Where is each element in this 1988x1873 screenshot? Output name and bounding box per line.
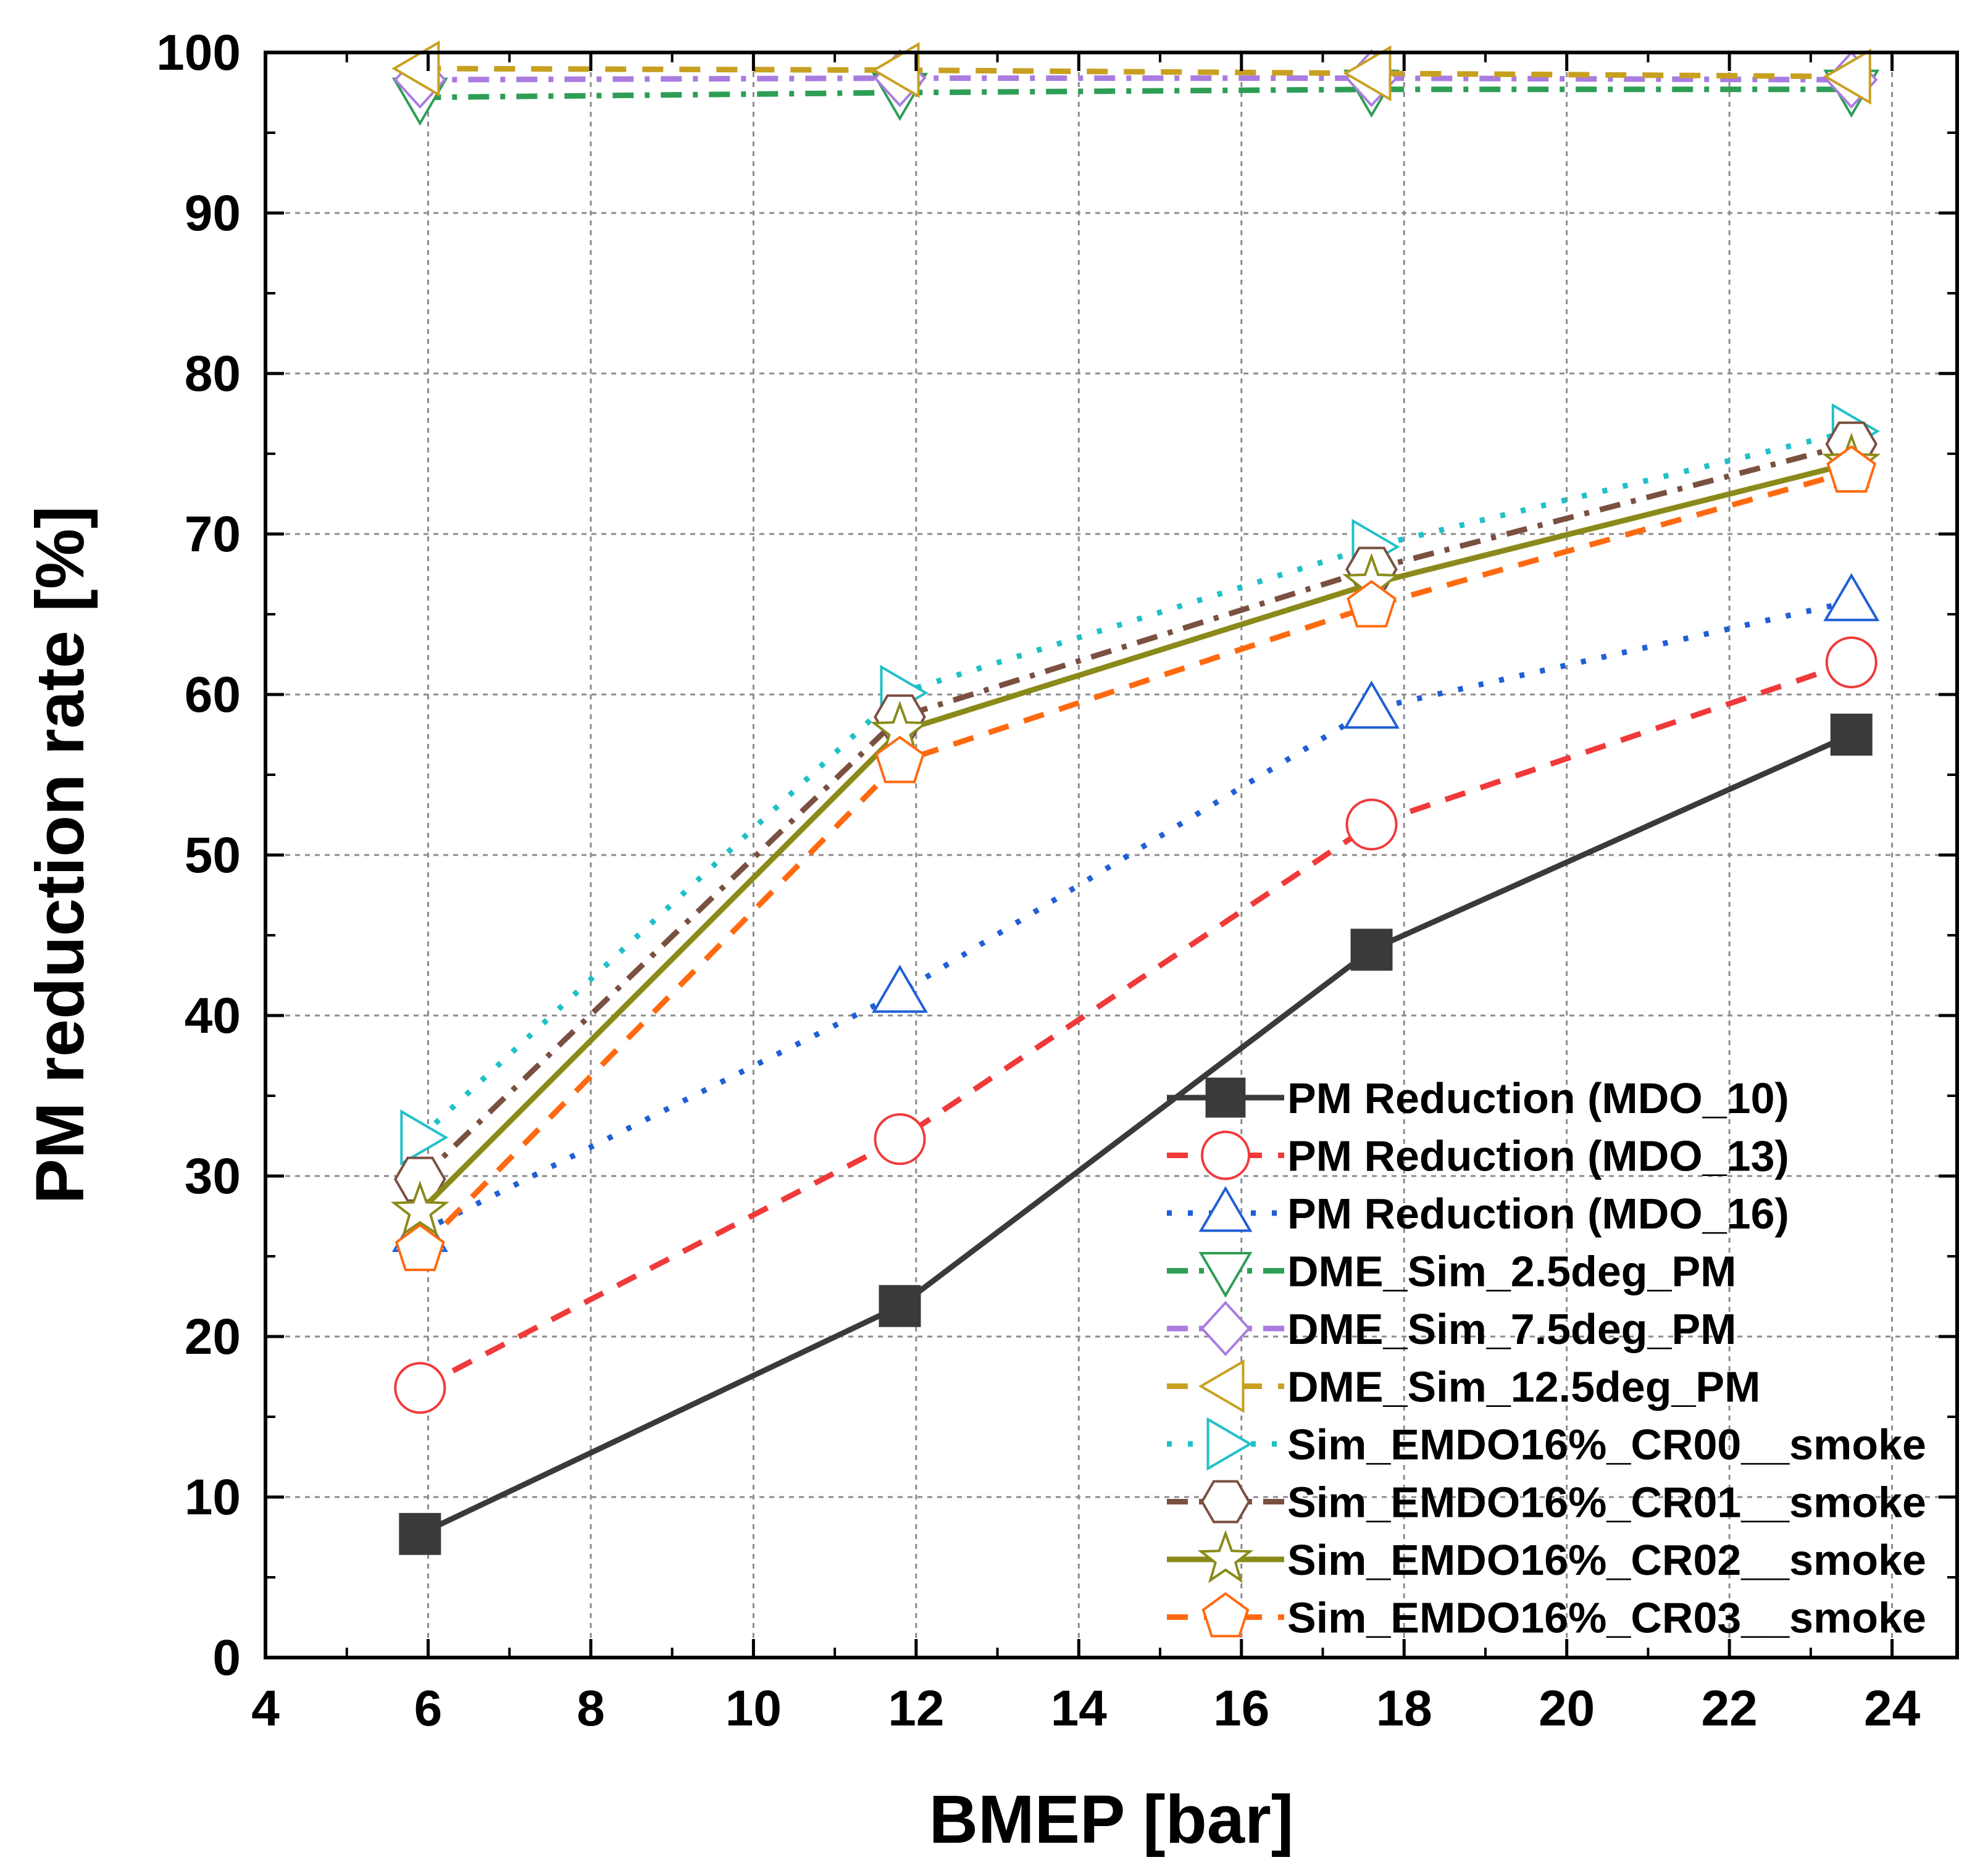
legend-marker [1197,1530,1254,1583]
data-point [874,1113,926,1166]
series-line [420,86,1852,101]
series-6 [391,40,1871,105]
legend-marker [1206,1417,1253,1471]
legend-label: DME_Sim_12.5deg_PM [1287,1363,1760,1411]
x-tick-label: 18 [1376,1680,1432,1737]
series-line [419,732,1853,1537]
series-1 [399,714,1873,1555]
legend-label: Sim_EMDO16%_CR02__smoke [1287,1536,1926,1584]
legend-label: DME_Sim_2.5deg_PM [1287,1248,1736,1296]
data-point [394,1362,446,1414]
legend-label: Sim_EMDO16%_CR00__smoke [1287,1420,1926,1469]
x-tick-label: 6 [414,1680,443,1737]
y-tick-label: 20 [185,1309,241,1365]
legend-marker [1201,1130,1250,1180]
series-line [418,441,1852,1182]
y-tick-label: 90 [185,185,241,241]
series-line [420,65,1852,80]
legend-entry: Sim_EMDO16%_CR00__smoke [1167,1417,1926,1471]
data-point [1823,48,1871,105]
legend-entry: Sim_EMDO16%_CR01__smoke [1167,1479,1926,1527]
legend-marker [1198,1359,1245,1413]
series-line [418,469,1853,1252]
legend-entry: DME_Sim_12.5deg_PM [1167,1359,1760,1413]
x-tick-label: 22 [1702,1680,1758,1737]
series-line [420,75,1852,83]
y-tick-label: 0 [212,1630,241,1686]
data-point [390,1180,449,1237]
y-tick-label: 70 [185,506,241,562]
legend-label: Sim_EMDO16%_CR01__smoke [1287,1479,1926,1527]
x-tick-label: 24 [1864,1680,1921,1737]
data-point [1343,680,1400,729]
series-10 [395,445,1877,1271]
y-tick-label: 80 [185,346,241,402]
y-tick-label: 60 [185,667,241,723]
x-tick-label: 16 [1213,1680,1269,1737]
data-point [399,1512,441,1555]
x-tick-label: 14 [1051,1680,1108,1737]
y-tick-label: 30 [185,1148,241,1204]
data-point [871,42,920,99]
tick-layer: 4 6 8 10 12 14 16 18 20 22 24 0 10 20 30 40 50 60 70 80 90 10… [156,25,1957,1737]
data-point [1343,45,1392,102]
y-tick-label: 50 [185,827,241,883]
legend-label: PM Reduction (MDO_16) [1287,1190,1789,1238]
data-point [400,1109,449,1166]
data-point [1823,573,1880,622]
x-tick-label: 20 [1539,1680,1595,1737]
series-layer [390,40,1881,1555]
legend-entry: Sim_EMDO16%_CR02__smoke [1167,1530,1926,1584]
legend-label: Sim_EMDO16%_CR03__smoke [1287,1594,1926,1642]
legend-entry: DME_Sim_7.5deg_PM [1167,1301,1736,1356]
y-tick-label: 100 [156,25,241,81]
legend-label: PM Reduction (MDO_10) [1287,1074,1789,1122]
data-point [395,1224,445,1271]
grid-layer [265,52,1957,1658]
legend-marker [1198,1252,1253,1298]
legend-label: PM Reduction (MDO_13) [1287,1132,1789,1180]
x-axis-title: BMEP [bar] [929,1782,1294,1858]
data-point [875,735,925,783]
legend-marker [1200,1480,1251,1524]
legend-label: DME_Sim_7.5deg_PM [1287,1305,1736,1353]
series-2 [394,636,1877,1414]
legend-entry: PM Reduction (MDO_13) [1167,1130,1789,1180]
data-point [1345,798,1398,851]
legend-marker [1200,1301,1251,1356]
x-tick-label: 12 [888,1680,944,1737]
y-tick-label: 10 [185,1469,241,1525]
y-tick-label: 40 [185,988,241,1044]
data-point [1826,445,1877,493]
legend-entry: Sim_EMDO16%_CR03__smoke [1167,1592,1926,1642]
series-line [418,461,1852,1214]
x-tick-label: 4 [251,1680,280,1737]
legend-entry: PM Reduction (MDO_16) [1167,1186,1789,1238]
x-tick-label: 8 [577,1680,605,1737]
data-point [1347,580,1397,628]
x-tick-label: 10 [725,1680,782,1737]
data-point [1350,928,1393,971]
data-point [872,964,928,1013]
legend-marker [1205,1077,1246,1118]
data-point [1825,636,1877,688]
data-point [1830,714,1873,756]
data-point [879,1285,921,1327]
legend-marker [1201,1592,1250,1638]
legend-entry: DME_Sim_2.5deg_PM [1167,1248,1736,1298]
series-line [419,659,1853,1391]
y-axis-title: PM reduction rate [%] [22,506,98,1204]
legend-marker [1198,1186,1253,1232]
legend: PM Reduction (MDO_10) PM Reduction (MDO_1… [1167,1074,1926,1642]
legend-entry: PM Reduction (MDO_10) [1167,1074,1789,1122]
